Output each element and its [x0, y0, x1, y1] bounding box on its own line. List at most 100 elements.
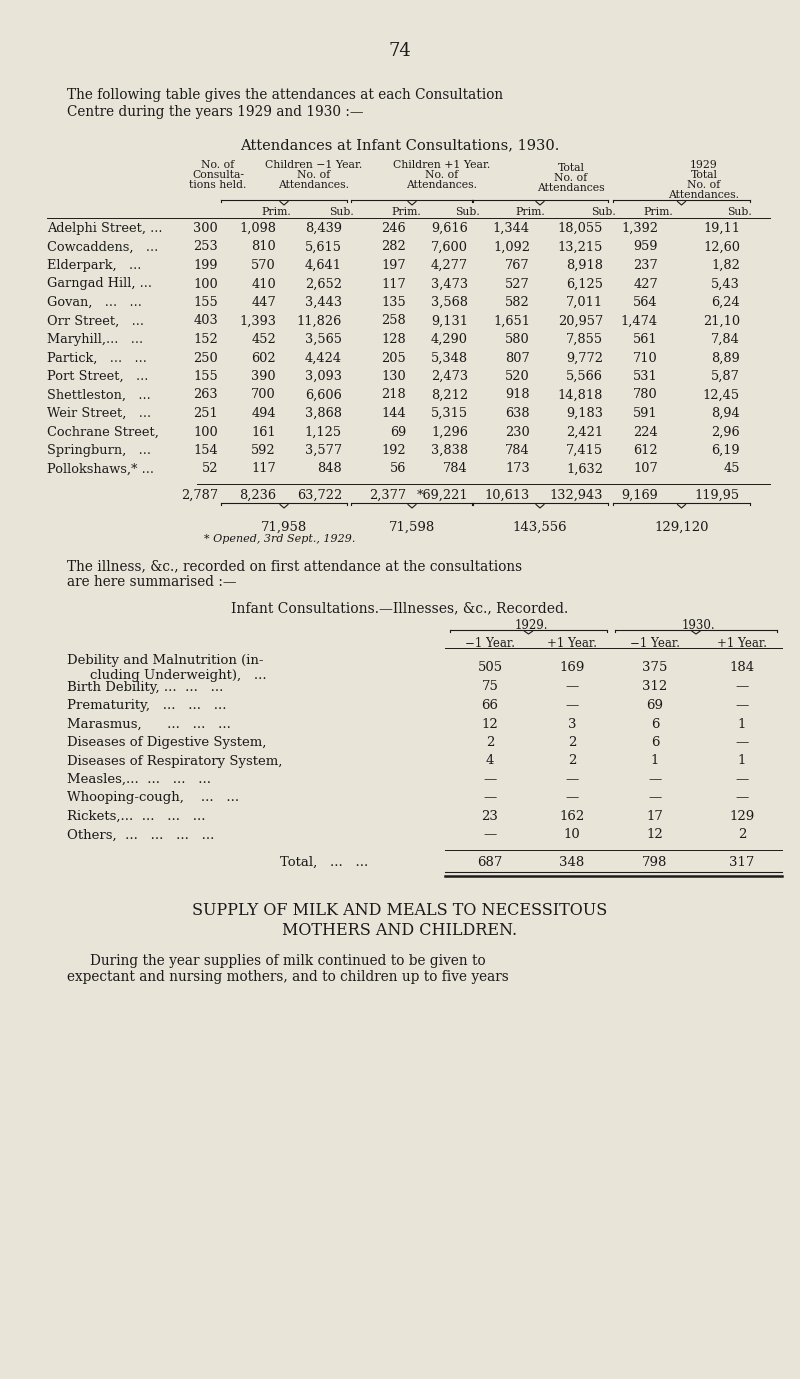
Text: 2,377: 2,377 — [369, 490, 406, 502]
Text: 5,43: 5,43 — [711, 277, 740, 291]
Text: 1,82: 1,82 — [711, 259, 740, 272]
Text: 300: 300 — [194, 222, 218, 234]
Text: 1929.: 1929. — [514, 619, 548, 632]
Text: Govan,   ...   ...: Govan, ... ... — [47, 296, 142, 309]
Text: 119,95: 119,95 — [695, 490, 740, 502]
Text: Maryhill,...   ...: Maryhill,... ... — [47, 332, 143, 346]
Text: 3,868: 3,868 — [305, 407, 342, 421]
Text: 4,290: 4,290 — [431, 332, 468, 346]
Text: 3: 3 — [568, 717, 576, 731]
Text: 580: 580 — [506, 332, 530, 346]
Text: Debility and Malnutrition (in-: Debility and Malnutrition (in- — [67, 654, 263, 667]
Text: Sub.: Sub. — [456, 207, 480, 217]
Text: 8,89: 8,89 — [711, 352, 740, 364]
Text: Prim.: Prim. — [643, 207, 673, 217]
Text: —: — — [735, 699, 749, 712]
Text: 592: 592 — [251, 444, 276, 456]
Text: No. of: No. of — [687, 181, 721, 190]
Text: Garngad Hill, ...: Garngad Hill, ... — [47, 277, 152, 291]
Text: Marasmus,      ...   ...   ...: Marasmus, ... ... ... — [67, 717, 231, 731]
Text: are here summarised :—: are here summarised :— — [67, 575, 237, 589]
Text: 5,566: 5,566 — [566, 370, 603, 383]
Text: —: — — [566, 792, 578, 804]
Text: —: — — [566, 680, 578, 694]
Text: 3,568: 3,568 — [431, 296, 468, 309]
Text: Prim.: Prim. — [261, 207, 291, 217]
Text: 582: 582 — [506, 296, 530, 309]
Text: 45: 45 — [723, 462, 740, 476]
Text: *69,221: *69,221 — [416, 490, 468, 502]
Text: 21,10: 21,10 — [703, 314, 740, 327]
Text: 8,439: 8,439 — [305, 222, 342, 234]
Text: 8,236: 8,236 — [239, 490, 276, 502]
Text: 143,556: 143,556 — [513, 521, 567, 534]
Text: 12,60: 12,60 — [703, 240, 740, 254]
Text: Prim.: Prim. — [391, 207, 421, 217]
Text: Port Street,   ...: Port Street, ... — [47, 370, 148, 383]
Text: 1,344: 1,344 — [493, 222, 530, 234]
Text: Springburn,   ...: Springburn, ... — [47, 444, 151, 456]
Text: 12: 12 — [482, 717, 498, 731]
Text: 128: 128 — [382, 332, 406, 346]
Text: No. of: No. of — [202, 160, 234, 170]
Text: The following table gives the attendances at each Consultation: The following table gives the attendance… — [67, 88, 503, 102]
Text: 7,855: 7,855 — [566, 332, 603, 346]
Text: Attendances.: Attendances. — [278, 181, 350, 190]
Text: 7,600: 7,600 — [431, 240, 468, 254]
Text: 2,652: 2,652 — [305, 277, 342, 291]
Text: Centre during the years 1929 and 1930 :—: Centre during the years 1929 and 1930 :— — [67, 105, 363, 119]
Text: 14,818: 14,818 — [558, 389, 603, 401]
Text: Diseases of Respiratory System,: Diseases of Respiratory System, — [67, 754, 282, 768]
Text: 1,125: 1,125 — [305, 426, 342, 439]
Text: 780: 780 — [634, 389, 658, 401]
Text: No. of: No. of — [426, 170, 458, 181]
Text: 10: 10 — [564, 829, 580, 841]
Text: 263: 263 — [194, 389, 218, 401]
Text: 71,598: 71,598 — [389, 521, 435, 534]
Text: 7,011: 7,011 — [566, 296, 603, 309]
Text: 107: 107 — [634, 462, 658, 476]
Text: 1,632: 1,632 — [566, 462, 603, 476]
Text: 56: 56 — [390, 462, 406, 476]
Text: —: — — [735, 736, 749, 749]
Text: 494: 494 — [251, 407, 276, 421]
Text: 3,565: 3,565 — [305, 332, 342, 346]
Text: 8,94: 8,94 — [711, 407, 740, 421]
Text: 63,722: 63,722 — [297, 490, 342, 502]
Text: 403: 403 — [194, 314, 218, 327]
Text: 74: 74 — [389, 41, 411, 61]
Text: 1,296: 1,296 — [431, 426, 468, 439]
Text: 12,45: 12,45 — [703, 389, 740, 401]
Text: 246: 246 — [382, 222, 406, 234]
Text: 69: 69 — [390, 426, 406, 439]
Text: Others,  ...   ...   ...   ...: Others, ... ... ... ... — [67, 829, 214, 841]
Text: 13,215: 13,215 — [558, 240, 603, 254]
Text: Sub.: Sub. — [728, 207, 752, 217]
Text: 2: 2 — [738, 829, 746, 841]
Text: —: — — [735, 774, 749, 786]
Text: +1 Year.: +1 Year. — [717, 637, 767, 650]
Text: 848: 848 — [318, 462, 342, 476]
Text: 155: 155 — [194, 370, 218, 383]
Text: 710: 710 — [634, 352, 658, 364]
Text: Measles,...  ...   ...   ...: Measles,... ... ... ... — [67, 774, 211, 786]
Text: Elderpark,   ...: Elderpark, ... — [47, 259, 142, 272]
Text: 4,424: 4,424 — [305, 352, 342, 364]
Text: 4,277: 4,277 — [431, 259, 468, 272]
Text: 192: 192 — [382, 444, 406, 456]
Text: 154: 154 — [194, 444, 218, 456]
Text: Cowcaddens,   ...: Cowcaddens, ... — [47, 240, 158, 254]
Text: No. of: No. of — [298, 170, 330, 181]
Text: —: — — [483, 792, 497, 804]
Text: 3,473: 3,473 — [431, 277, 468, 291]
Text: 224: 224 — [634, 426, 658, 439]
Text: 23: 23 — [482, 809, 498, 823]
Text: Children −1 Year.: Children −1 Year. — [266, 160, 362, 170]
Text: 184: 184 — [730, 661, 754, 674]
Text: 258: 258 — [382, 314, 406, 327]
Text: MOTHERS AND CHILDREN.: MOTHERS AND CHILDREN. — [282, 923, 518, 939]
Text: 5,348: 5,348 — [431, 352, 468, 364]
Text: 427: 427 — [634, 277, 658, 291]
Text: 317: 317 — [730, 856, 754, 869]
Text: cluding Underweight),   ...: cluding Underweight), ... — [90, 669, 266, 683]
